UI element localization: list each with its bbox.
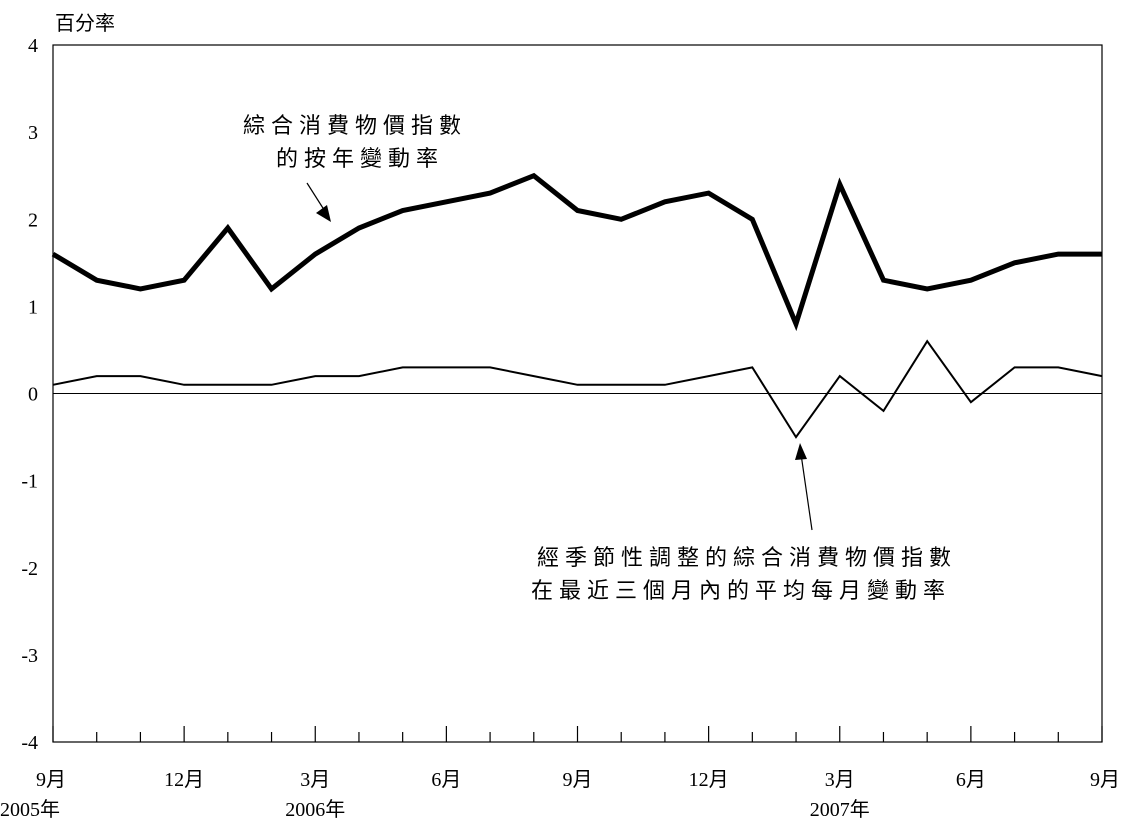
x-tick-month: 12月	[689, 769, 729, 791]
y-tick-label: 3	[28, 122, 38, 144]
y-tick-label: 0	[28, 384, 38, 406]
y-tick-label: 4	[28, 35, 38, 57]
series-line-mom	[53, 341, 1102, 437]
annotation-mom-line-1: 經季節性調整的綜合消費物價指數	[537, 546, 957, 571]
annotation-mom-arrow	[801, 454, 812, 530]
x-tick-year: 2006年	[285, 798, 345, 821]
y-tick-label: -2	[21, 558, 38, 580]
annotation-yoy-line-1: 綜合消費物價指數	[243, 114, 467, 139]
x-tick-month: 6月	[431, 769, 461, 791]
y-tick-label: 1	[28, 296, 38, 318]
series-line-yoy	[53, 176, 1102, 324]
x-tick-year: 2007年	[810, 798, 870, 821]
x-tick-year: 2005年	[0, 798, 60, 821]
y-axis-label: 百分率	[55, 11, 115, 35]
x-tick-month: 9月	[36, 769, 66, 791]
x-axis: 9月 2005年 12月 3月 2006年 6月 9月 12月 3月 2007年 6月 9月	[0, 726, 1120, 821]
x-tick-month: 3月	[300, 769, 330, 791]
annotation-yoy-line-2: 的按年變動率	[276, 147, 444, 172]
y-tick-label: 2	[28, 209, 38, 231]
x-tick-month: 9月	[1090, 769, 1120, 791]
annotation-mom: 經季節性調整的綜合消費物價指數 在最近三個月內的平均每月變動率	[531, 443, 957, 604]
y-tick-label: -1	[21, 471, 38, 493]
annotation-yoy-arrowhead	[316, 205, 331, 222]
x-tick-month: 6月	[956, 769, 986, 791]
series-group	[53, 176, 1102, 437]
annotation-mom-line-2: 在最近三個月內的平均每月變動率	[531, 579, 951, 604]
y-tick-label: -3	[21, 645, 38, 667]
x-tick-month: 3月	[825, 769, 855, 791]
y-tick-label: -4	[21, 732, 38, 754]
x-tick-month: 9月	[563, 769, 593, 791]
y-axis: 4 3 2 1 0 -1 -2 -3 -4	[21, 35, 38, 754]
x-tick-month: 12月	[164, 769, 204, 791]
annotation-mom-arrowhead	[795, 443, 807, 460]
